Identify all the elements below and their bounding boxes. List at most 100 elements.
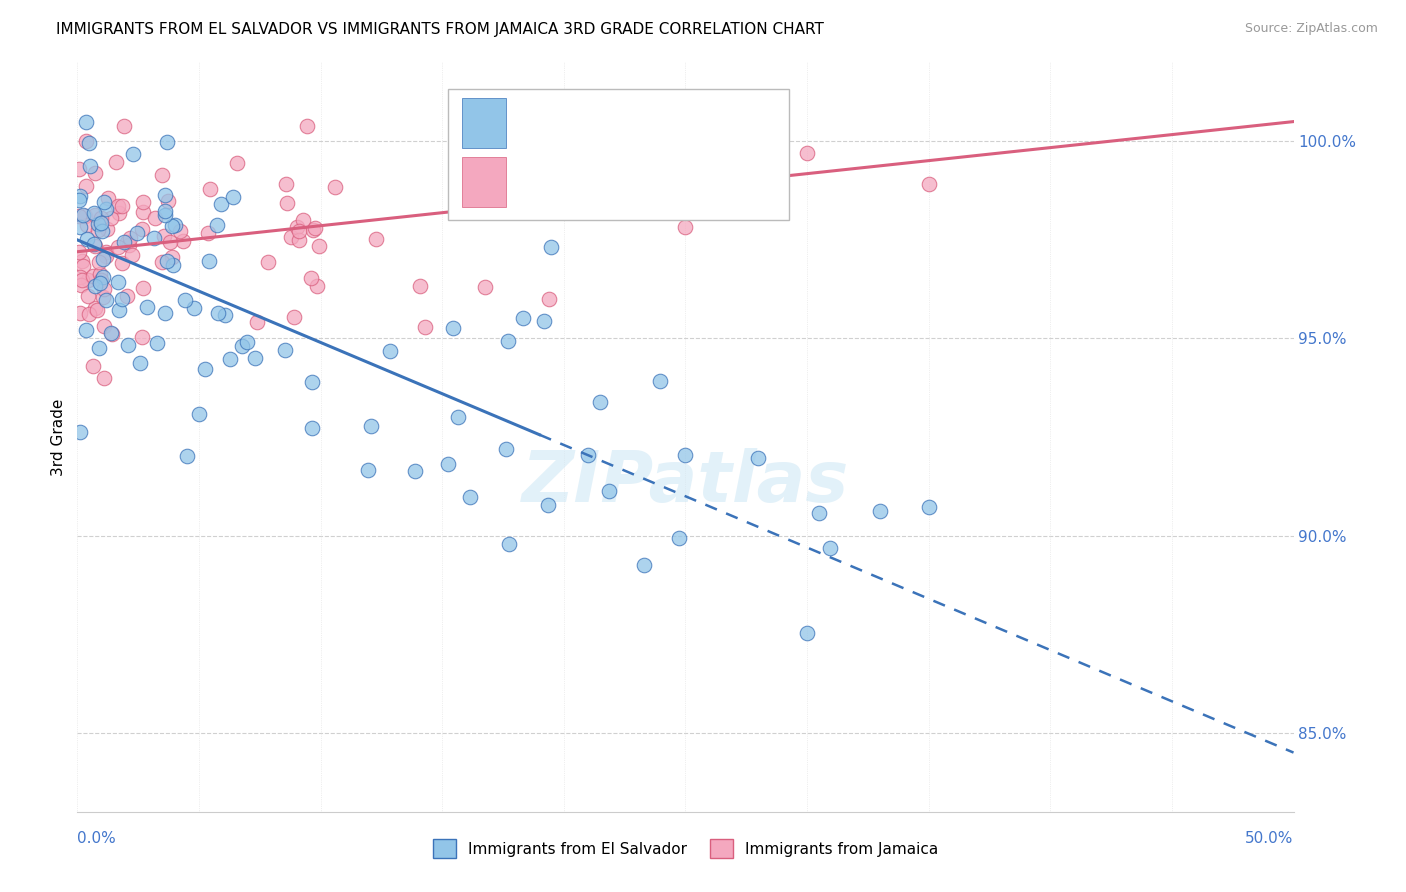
Point: [304, 221, 326, 235]
Point: [198, 254, 221, 268]
Point: [302, 222, 325, 236]
Point: [380, 343, 402, 358]
Point: [117, 338, 139, 352]
Point: [197, 226, 219, 240]
Point: [135, 300, 157, 314]
Point: [75, 209, 97, 223]
Point: [209, 197, 232, 211]
Legend: Immigrants from El Salvador, Immigrants from Jamaica: Immigrants from El Salvador, Immigrants …: [426, 833, 945, 864]
Point: [156, 253, 179, 268]
Point: [76, 219, 98, 233]
Point: [100, 326, 122, 340]
Point: [808, 506, 831, 520]
Point: [163, 218, 186, 232]
Point: [67, 245, 90, 260]
Point: [84, 301, 107, 316]
Point: [918, 177, 941, 191]
Point: [69, 306, 91, 320]
Point: [537, 292, 560, 306]
Point: [131, 329, 153, 343]
Point: [150, 168, 173, 182]
Point: [128, 356, 150, 370]
Point: [115, 288, 138, 302]
Point: [76, 232, 98, 246]
Text: ZIPatlas: ZIPatlas: [522, 448, 849, 516]
Point: [67, 209, 90, 223]
Point: [276, 196, 298, 211]
Point: [274, 343, 297, 358]
Point: [143, 211, 166, 225]
Point: [83, 237, 105, 252]
Point: [108, 206, 131, 220]
Point: [96, 249, 118, 263]
Point: [602, 172, 624, 186]
Point: [159, 235, 181, 250]
Point: [83, 239, 105, 253]
Point: [108, 302, 131, 317]
Point: [274, 178, 297, 192]
Point: [89, 341, 111, 355]
Point: [218, 352, 240, 367]
Point: [207, 306, 229, 320]
Point: [155, 135, 177, 149]
Point: [142, 231, 165, 245]
Point: [70, 273, 93, 287]
Point: [72, 259, 94, 273]
Point: [409, 279, 432, 293]
Point: [107, 199, 129, 213]
Point: [194, 362, 217, 376]
Point: [153, 208, 176, 222]
Point: [675, 220, 697, 235]
Point: [96, 244, 118, 259]
Point: [404, 464, 426, 478]
Point: [121, 248, 143, 262]
Point: [205, 218, 228, 232]
Point: [257, 254, 280, 268]
Point: [82, 268, 104, 283]
Point: [150, 255, 173, 269]
Point: [77, 273, 100, 287]
Point: [796, 626, 818, 640]
Point: [115, 235, 138, 249]
Point: [441, 320, 464, 334]
Point: [160, 219, 183, 234]
Point: [173, 293, 195, 308]
Point: [280, 230, 302, 244]
Point: [111, 256, 134, 270]
Point: [675, 448, 697, 462]
Point: [869, 504, 891, 518]
Point: [101, 326, 124, 341]
Point: [437, 458, 460, 472]
Point: [93, 371, 115, 385]
Point: [107, 240, 129, 254]
Point: [360, 418, 382, 433]
Point: [301, 421, 323, 435]
Point: [307, 278, 329, 293]
Point: [236, 335, 259, 350]
Point: [540, 240, 562, 254]
Point: [308, 239, 330, 253]
Point: [221, 190, 243, 204]
Y-axis label: 3rd Grade: 3rd Grade: [51, 399, 66, 475]
Point: [283, 310, 305, 324]
Point: [132, 194, 155, 209]
Point: [146, 336, 169, 351]
Point: [323, 180, 346, 194]
Point: [153, 204, 176, 219]
Point: [495, 442, 517, 456]
Point: [214, 308, 236, 322]
Point: [447, 409, 470, 424]
Point: [125, 226, 148, 240]
Point: [67, 161, 90, 176]
Point: [796, 146, 818, 161]
Point: [188, 407, 211, 421]
Point: [83, 279, 105, 293]
Point: [132, 205, 155, 219]
Point: [90, 216, 112, 230]
Point: [295, 120, 318, 134]
Point: [458, 490, 481, 504]
Point: [75, 178, 97, 193]
Point: [498, 334, 520, 348]
Point: [474, 280, 496, 294]
Point: [69, 219, 91, 234]
